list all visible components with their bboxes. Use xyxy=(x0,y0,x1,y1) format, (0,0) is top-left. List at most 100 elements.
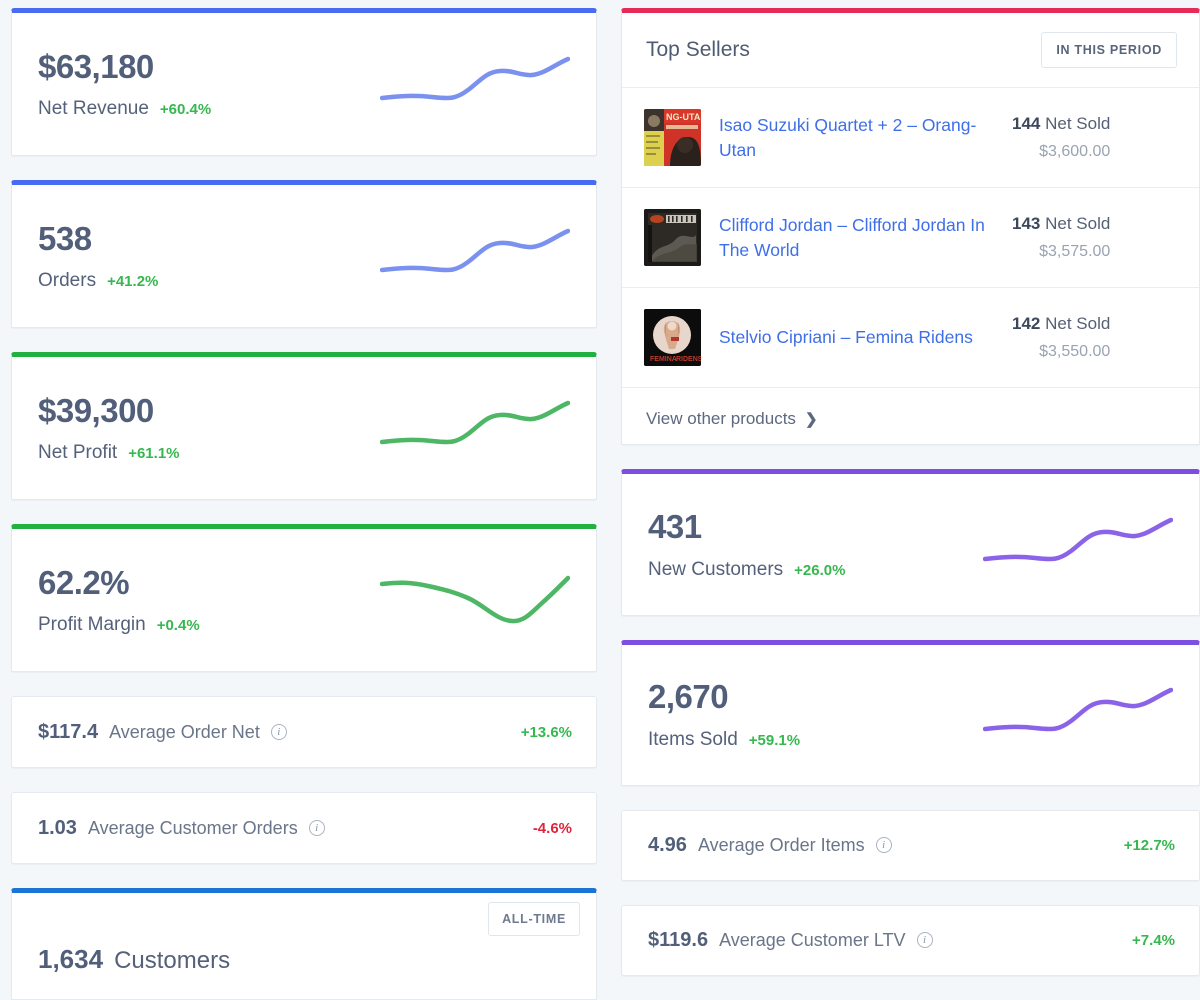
metric-delta: +59.1% xyxy=(748,732,801,750)
metric-subline: Net Profit +61.1% xyxy=(38,442,180,464)
all-time-inner: 1,634 Customers xyxy=(38,944,230,975)
top-seller-row[interactable]: FEMINA RIDENS Stelvio Cipriani – Femina … xyxy=(622,288,1199,388)
orang-utan-cover-art: NG-UTAN xyxy=(644,109,701,166)
metric-text: $63,180 Net Revenue +60.4% xyxy=(38,48,211,121)
svg-text:RIDENS: RIDENS xyxy=(676,356,701,363)
mini-delta: +13.6% xyxy=(520,723,572,741)
top-sellers-header: Top Sellers IN THIS PERIOD xyxy=(622,13,1199,88)
metric-card-net-revenue[interactable]: $63,180 Net Revenue +60.4% xyxy=(11,8,597,156)
info-icon[interactable]: i xyxy=(916,932,933,949)
metric-card-net-profit[interactable]: $39,300 Net Profit +61.1% xyxy=(11,352,597,500)
album-cover-icon: FEMINA RIDENS xyxy=(644,309,701,366)
mini-metric-average-customer-ltv[interactable]: $119.6 Average Customer LTV i +7.4% xyxy=(621,904,1200,977)
metric-label: Profit Margin xyxy=(38,614,146,636)
sparkline-svg xyxy=(380,400,570,445)
metric-value: 2,670 xyxy=(648,678,729,716)
all-time-value: 1,634 xyxy=(38,943,104,974)
metric-value: 431 xyxy=(648,508,702,546)
sparkline-new-customers xyxy=(845,515,1177,575)
top-seller-count: 142 xyxy=(1012,314,1041,333)
top-seller-name-link[interactable]: Stelvio Cipriani – Femina Ridens xyxy=(719,327,973,348)
svg-text:NG-UTAN: NG-UTAN xyxy=(666,112,701,122)
mini-label: Average Order Items xyxy=(697,834,865,855)
view-other-products-label: View other products xyxy=(646,409,796,428)
top-seller-sold: 144 Net Sold xyxy=(1012,114,1110,134)
metric-delta: +26.0% xyxy=(794,561,846,579)
mini-left: 4.96 Average Order Items i xyxy=(648,834,1124,857)
metric-value: 538 xyxy=(38,219,92,257)
page-title: Top Sellers xyxy=(646,38,750,61)
top-seller-amount: $3,575.00 xyxy=(1039,243,1111,260)
all-time-label: Customers xyxy=(114,946,231,974)
album-cover-icon: NG-UTAN xyxy=(644,109,701,166)
metric-delta: +61.1% xyxy=(128,445,180,463)
top-seller-sold: 142 Net Sold xyxy=(1012,314,1110,334)
sparkline-items-sold xyxy=(800,685,1177,745)
metric-delta: +0.4% xyxy=(156,617,200,635)
sparkline-svg xyxy=(380,56,570,101)
mini-metric-average-order-net[interactable]: $117.4 Average Order Net i +13.6% xyxy=(11,696,597,768)
sparkline-net-revenue xyxy=(211,54,574,114)
top-seller-count: 144 xyxy=(1012,114,1041,133)
sparkline-profit-margin xyxy=(200,570,574,630)
mini-label: Average Customer LTV xyxy=(719,929,906,950)
in-this-period-button[interactable]: IN THIS PERIOD xyxy=(1041,32,1177,68)
femina-ridens-cover-art: FEMINA RIDENS xyxy=(644,309,701,366)
all-time-badge[interactable]: ALL-TIME xyxy=(488,902,580,936)
top-seller-count: 143 xyxy=(1012,214,1041,233)
top-seller-row[interactable]: NG-UTAN Isao Suzuki Quartet + 2 – Orang-… xyxy=(622,88,1199,188)
top-seller-name-link[interactable]: Clifford Jordan – Clifford Jordan In The… xyxy=(719,214,985,260)
left-column: $63,180 Net Revenue +60.4% 538 Orders +4… xyxy=(11,8,597,1000)
top-seller-stats: 142 Net Sold $3,550.00 xyxy=(1012,314,1110,361)
chevron-right-icon: ❯ xyxy=(804,411,818,428)
mini-label: Average Order Net xyxy=(109,721,260,742)
metric-value: $39,300 xyxy=(38,391,154,429)
top-seller-name-link[interactable]: Isao Suzuki Quartet + 2 – Orang-Utan xyxy=(719,114,977,160)
svg-text:FEMINA: FEMINA xyxy=(650,356,677,363)
view-other-products-link[interactable]: View other products ❯ xyxy=(622,388,1199,444)
metric-card-profit-margin[interactable]: 62.2% Profit Margin +0.4% xyxy=(11,524,597,672)
mini-value: $119.6 xyxy=(648,928,709,951)
metric-card-new-customers[interactable]: 431 New Customers +26.0% xyxy=(621,469,1200,616)
info-icon[interactable]: i xyxy=(270,724,287,740)
metric-card-customers-all-time[interactable]: ALL-TIME 1,634 Customers xyxy=(11,888,597,1000)
top-seller-sold-label: Net Sold xyxy=(1045,114,1111,133)
top-seller-amount: $3,550.00 xyxy=(1039,343,1111,360)
info-icon[interactable]: i xyxy=(875,837,892,854)
metric-delta: +41.2% xyxy=(107,273,159,291)
mini-metric-average-customer-orders[interactable]: 1.03 Average Customer Orders i -4.6% xyxy=(11,792,597,864)
metric-text: 62.2% Profit Margin +0.4% xyxy=(38,564,200,637)
mini-value: $117.4 xyxy=(38,720,99,743)
mini-delta: -4.6% xyxy=(532,819,572,837)
top-seller-sold: 143 Net Sold xyxy=(1012,214,1110,234)
metric-card-items-sold[interactable]: 2,670 Items Sold +59.1% xyxy=(621,639,1200,786)
metric-label: Net Profit xyxy=(38,442,118,464)
top-sellers-card: Top Sellers IN THIS PERIOD NG-UTAN xyxy=(621,8,1200,446)
metric-value: 62.2% xyxy=(38,563,130,601)
right-column: Top Sellers IN THIS PERIOD NG-UTAN xyxy=(621,8,1200,1000)
metric-text: $39,300 Net Profit +61.1% xyxy=(38,392,180,465)
sparkline-net-profit xyxy=(180,398,575,458)
mini-left: $117.4 Average Order Net i xyxy=(38,721,521,744)
metric-card-orders[interactable]: 538 Orders +41.2% xyxy=(11,180,597,328)
mini-delta: +12.7% xyxy=(1123,836,1175,854)
metric-subline: Items Sold +59.1% xyxy=(648,729,800,751)
sparkline-svg xyxy=(983,517,1173,561)
sparkline-svg xyxy=(983,687,1173,731)
metric-delta: +60.4% xyxy=(159,101,212,119)
sparkline-svg xyxy=(380,575,570,624)
top-seller-row[interactable]: Clifford Jordan – Clifford Jordan In The… xyxy=(622,188,1199,288)
metric-subline: Profit Margin +0.4% xyxy=(38,614,200,636)
metric-text: 538 Orders +41.2% xyxy=(38,220,158,293)
mini-value: 4.96 xyxy=(648,833,687,856)
top-seller-amount: $3,600.00 xyxy=(1039,143,1111,160)
metric-label: New Customers xyxy=(648,558,784,580)
metric-label: Items Sold xyxy=(648,729,738,751)
mini-metric-average-order-items[interactable]: 4.96 Average Order Items i +12.7% xyxy=(621,809,1200,881)
sparkline-orders xyxy=(158,226,574,286)
mini-left: 1.03 Average Customer Orders i xyxy=(38,817,533,840)
info-icon[interactable]: i xyxy=(308,820,325,836)
metric-label: Orders xyxy=(38,270,97,292)
mini-label: Average Customer Orders xyxy=(87,817,298,838)
